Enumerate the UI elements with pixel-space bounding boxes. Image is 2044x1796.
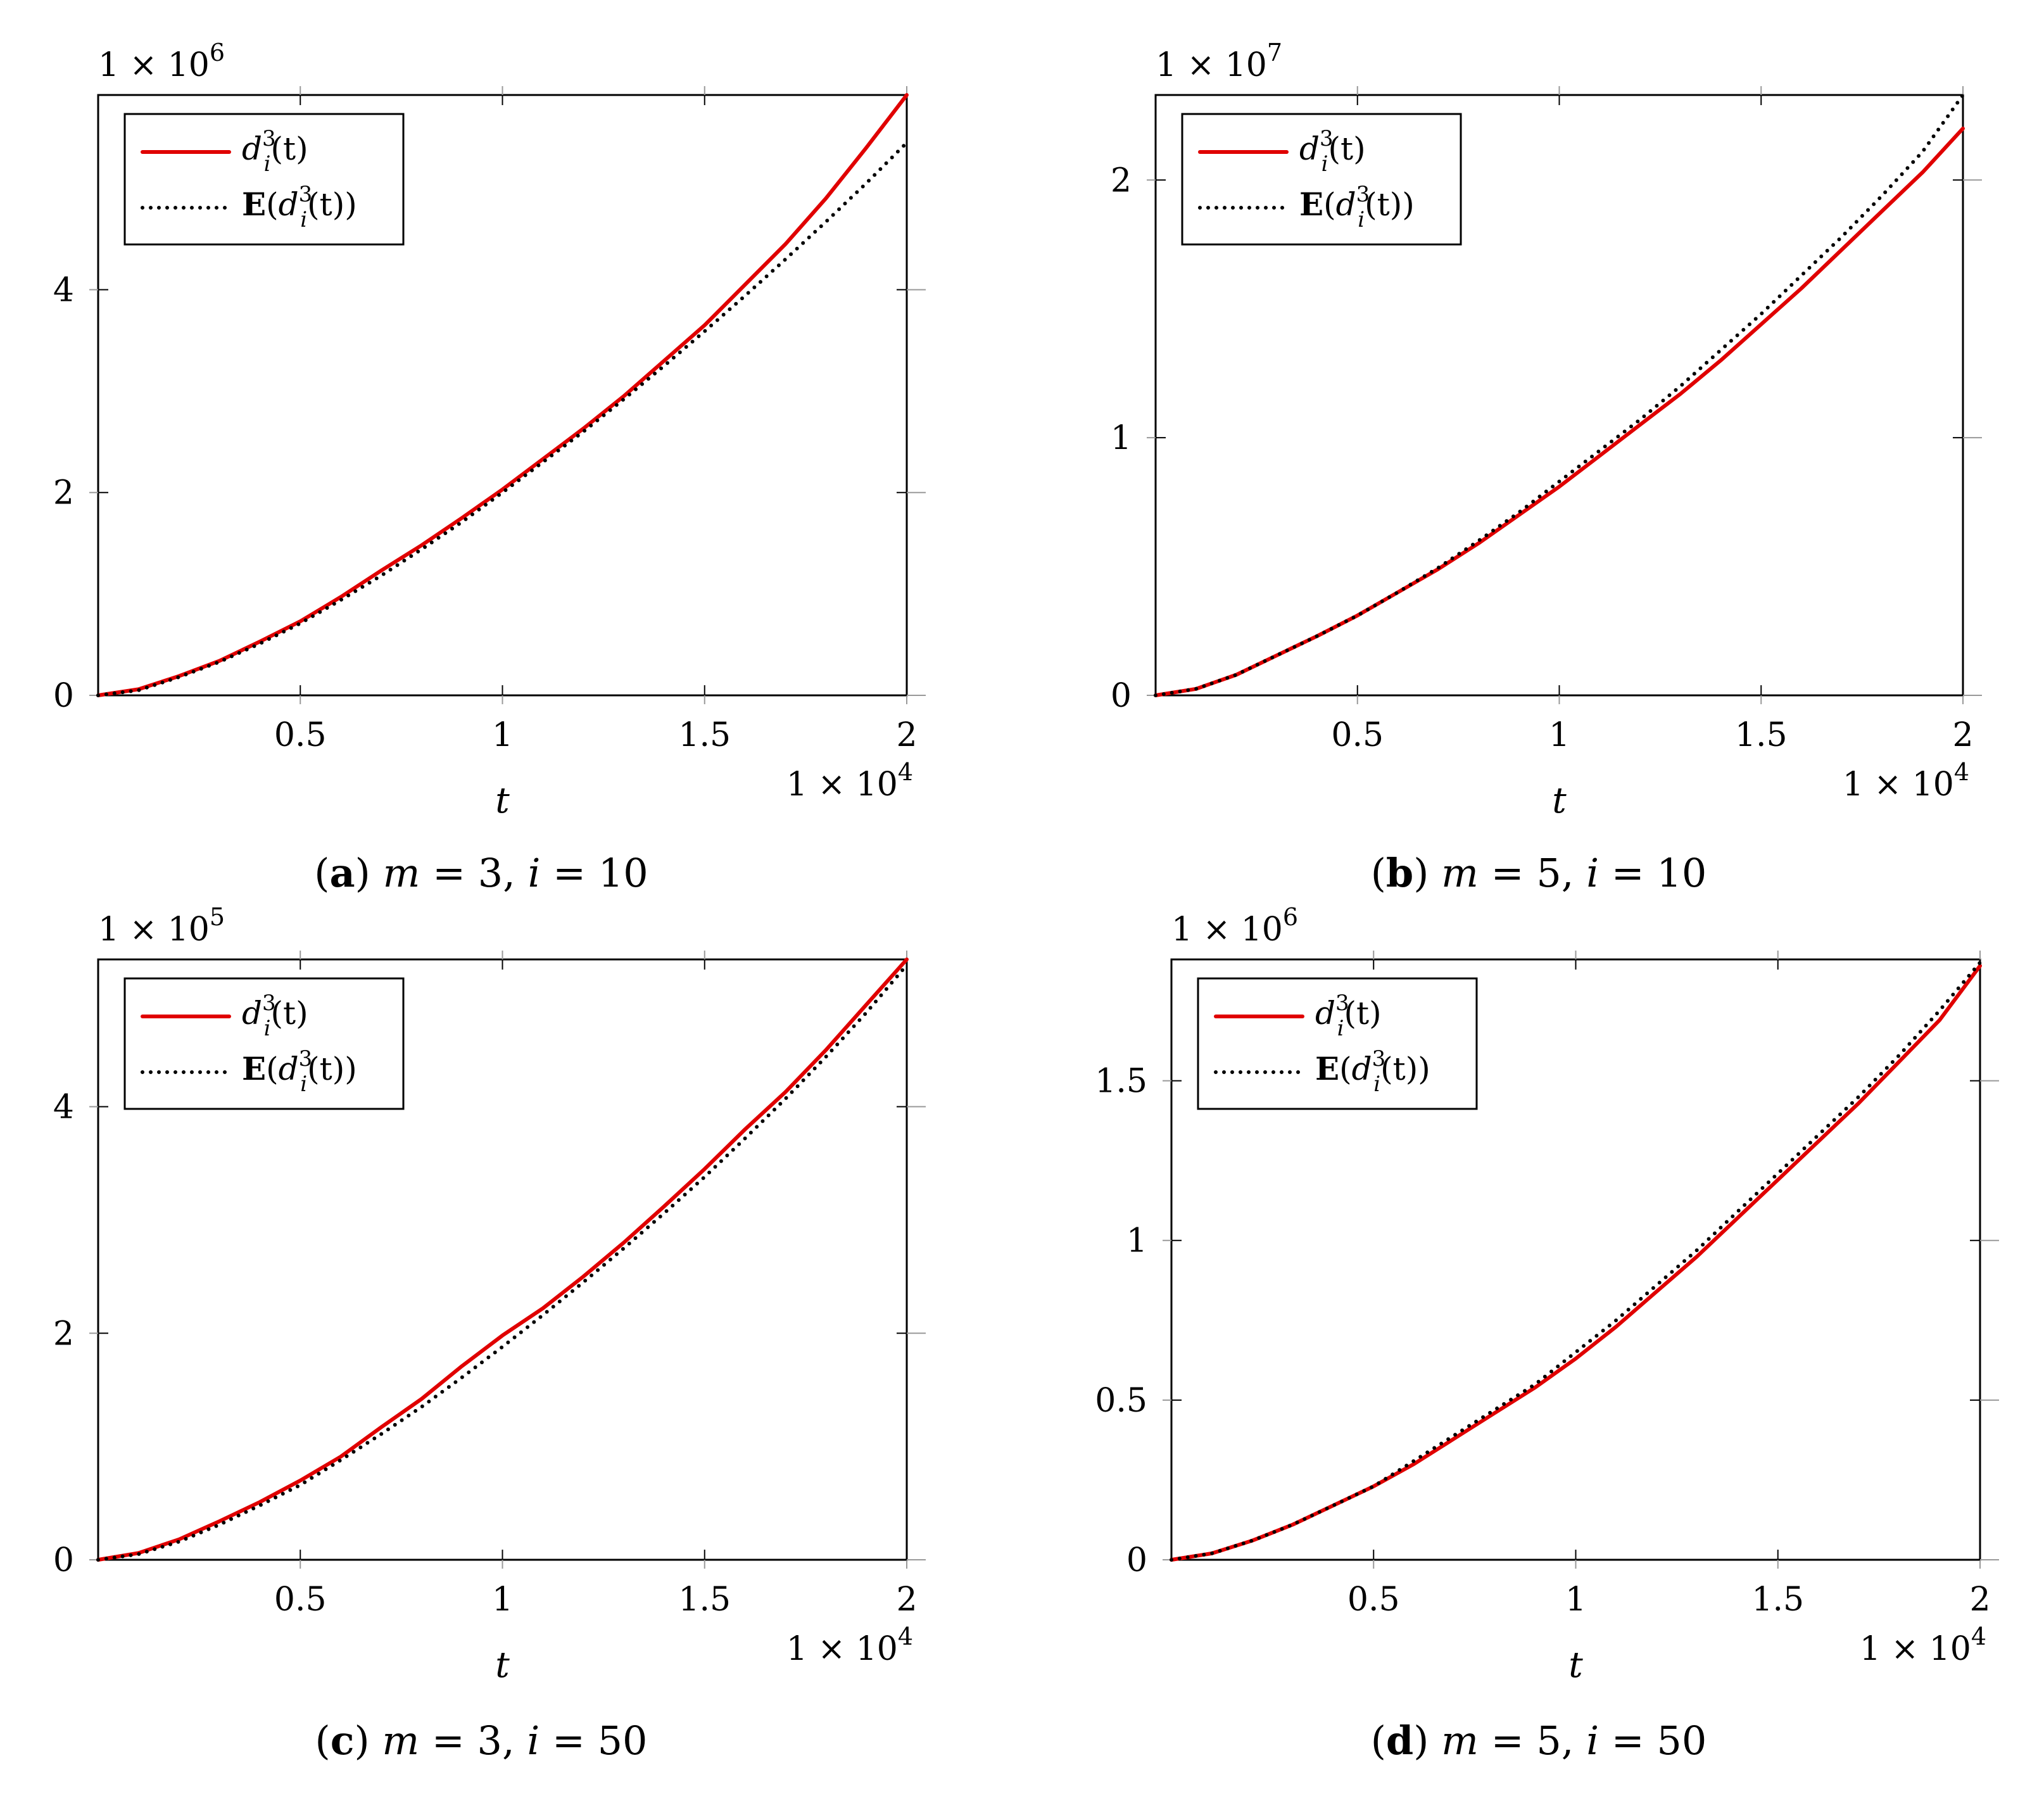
x-axis-title: t xyxy=(495,1645,510,1686)
x-tick-label: 0.5 xyxy=(274,1581,327,1619)
y-tick-label: 4 xyxy=(53,1089,74,1127)
panel-caption: (d) m = 5, i = 50 xyxy=(1371,1717,1707,1764)
chart-panel-b: 0.5 1 1.5 2 0 1 2 t 1 × 107 1 × 104 d3 i(t)E(d3 i(t)… xyxy=(1111,39,1982,896)
x-tick-label: 1 xyxy=(1565,1581,1586,1619)
y-tick-label: 0.5 xyxy=(1095,1382,1147,1420)
x-scale-multiplier: 1 × 104 xyxy=(786,1622,913,1668)
y-scale-multiplier: 1 × 106 xyxy=(98,39,225,84)
x-tick-label: 1.5 xyxy=(678,1581,731,1619)
series-line-expected xyxy=(1170,961,1982,1562)
x-scale-multiplier: 1 × 104 xyxy=(786,758,913,804)
chart-panel-a: 0.5 1 1.5 2 0 2 4 t 1 × 106 1 × 104 d3 i(t)E(d3 i(t)… xyxy=(53,39,926,896)
y-tick-label: 0 xyxy=(53,677,74,715)
legend-entry-label: E(d3 i(t)) xyxy=(1299,182,1415,232)
y-tick-label: 0 xyxy=(53,1541,74,1579)
x-axis-title: t xyxy=(1552,780,1567,821)
y-tick-label: 0 xyxy=(1126,1541,1147,1579)
series-line-expected xyxy=(1154,93,1965,697)
legend-entry-label: d3 i(t) xyxy=(242,126,308,177)
legend: d3 i(t)E(d3 i(t)) xyxy=(1197,977,1478,1110)
legend: d3 i(t)E(d3 i(t)) xyxy=(123,113,405,246)
x-axis-title: t xyxy=(1568,1645,1583,1686)
x-tick-label: 2 xyxy=(896,716,917,754)
series-line-expected xyxy=(96,141,909,697)
legend-entry-label: E(d3 i(t)) xyxy=(242,182,357,232)
y-tick-label: 1 xyxy=(1126,1222,1147,1260)
panel-caption: (c) m = 3, i = 50 xyxy=(315,1717,647,1764)
legend-entry-label: d3 i(t) xyxy=(1315,990,1382,1041)
panel-caption: (b) m = 5, i = 10 xyxy=(1371,850,1707,896)
x-tick-label: 1 xyxy=(1549,716,1570,754)
legend-box xyxy=(1181,113,1462,246)
x-scale-multiplier: 1 × 104 xyxy=(1860,1622,1986,1668)
y-scale-multiplier: 1 × 107 xyxy=(1156,39,1282,84)
legend: d3 i(t)E(d3 i(t)) xyxy=(123,977,405,1110)
y-tick-label: 2 xyxy=(53,1315,74,1353)
legend-entry-label: d3 i(t) xyxy=(242,990,308,1041)
legend-box xyxy=(123,977,405,1110)
y-scale-multiplier: 1 × 105 xyxy=(98,903,225,949)
chart-panel-c: 0.5 1 1.5 2 0 2 4 t 1 × 105 1 × 104 d3 i(t)E(d3 i(t)… xyxy=(53,903,926,1764)
panel-caption: (a) m = 3, i = 10 xyxy=(314,850,648,896)
legend-entry-label: E(d3 i(t)) xyxy=(1315,1046,1430,1097)
y-tick-label: 1 xyxy=(1111,419,1132,457)
x-tick-label: 0.5 xyxy=(274,716,327,754)
x-tick-label: 1.5 xyxy=(678,716,731,754)
legend-box xyxy=(1197,977,1478,1110)
x-tick-label: 2 xyxy=(1969,1581,1990,1619)
x-tick-label: 1.5 xyxy=(1735,716,1788,754)
legend-box xyxy=(123,113,405,246)
x-axis-title: t xyxy=(495,780,510,821)
chart-panel-d: 0.5 1 1.5 2 0 0.5 1 1.5 t 1 × 106 1 × 104 d3 i(t)E(d… xyxy=(1095,903,1999,1764)
legend-entry-label: E(d3 i(t)) xyxy=(242,1046,357,1097)
x-tick-label: 1 xyxy=(492,1581,513,1619)
legend: d3 i(t)E(d3 i(t)) xyxy=(1181,113,1462,246)
y-tick-label: 2 xyxy=(1111,161,1132,199)
y-tick-label: 1.5 xyxy=(1095,1063,1147,1101)
x-tick-label: 2 xyxy=(896,1581,917,1619)
series-line-expected xyxy=(96,963,909,1562)
y-tick-label: 4 xyxy=(53,271,74,309)
series-line-observed xyxy=(96,93,909,697)
y-tick-label: 0 xyxy=(1111,677,1132,715)
x-tick-label: 2 xyxy=(1952,716,1973,754)
x-tick-label: 1.5 xyxy=(1751,1581,1804,1619)
series-line-observed xyxy=(1154,126,1965,697)
x-tick-label: 1 xyxy=(492,716,513,754)
y-tick-label: 2 xyxy=(53,474,74,512)
x-tick-label: 0.5 xyxy=(1331,716,1384,754)
x-scale-multiplier: 1 × 104 xyxy=(1843,758,1969,804)
x-tick-label: 0.5 xyxy=(1347,1581,1400,1619)
legend-entry-label: d3 i(t) xyxy=(1299,126,1366,177)
y-scale-multiplier: 1 × 106 xyxy=(1171,903,1298,949)
series-line-observed xyxy=(96,958,909,1562)
